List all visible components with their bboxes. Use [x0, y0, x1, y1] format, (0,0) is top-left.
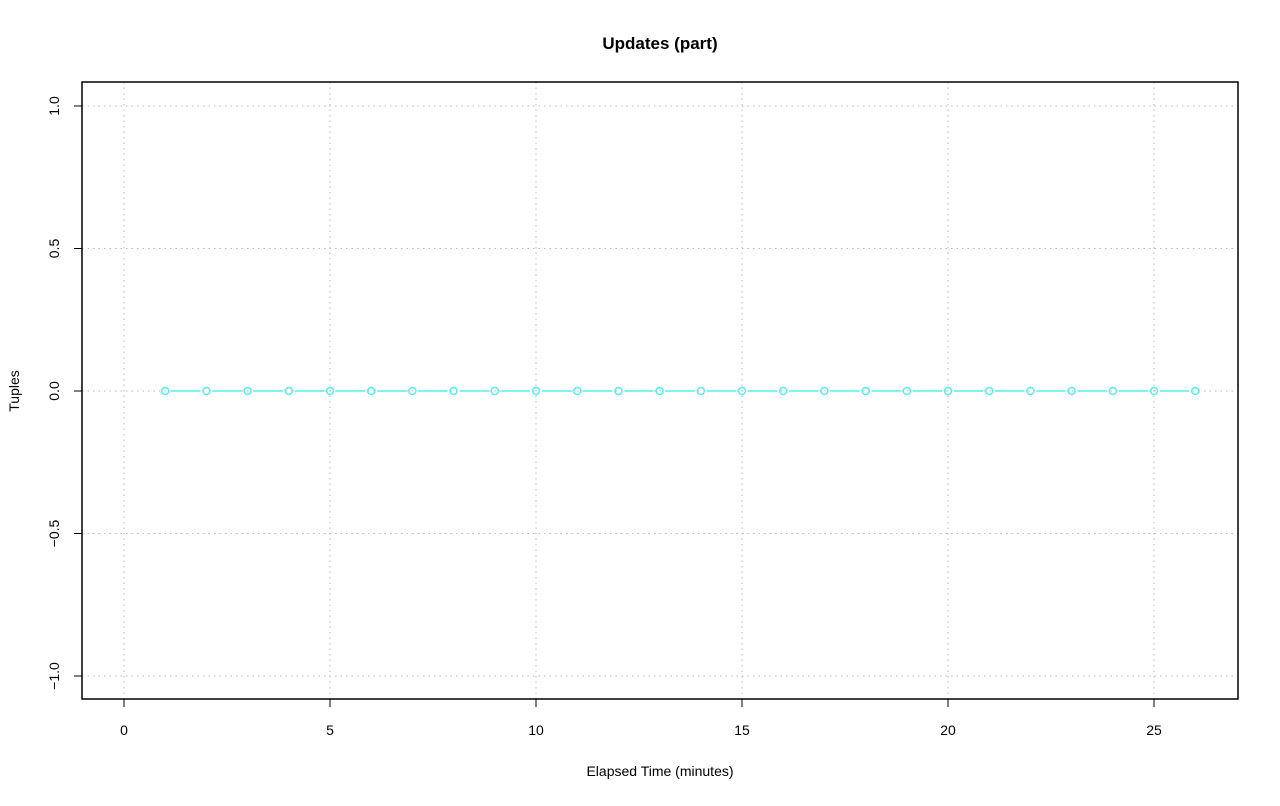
x-tick-label: 25	[1146, 722, 1162, 738]
data-point	[1190, 386, 1200, 396]
data-point	[243, 386, 252, 396]
y-tick-label: −0.5	[46, 519, 62, 547]
data-point	[1067, 386, 1076, 396]
data-point	[861, 386, 870, 396]
data-point	[737, 386, 747, 396]
y-tick-label: −1.0	[46, 662, 62, 690]
data-point	[449, 386, 458, 396]
x-tick-label: 15	[734, 722, 750, 738]
y-tick-label: 0.5	[46, 239, 62, 259]
data-point	[202, 386, 211, 396]
data-point	[778, 386, 788, 396]
data-point	[572, 386, 582, 396]
data-point	[902, 386, 912, 396]
series-layer	[160, 386, 1200, 396]
data-point	[284, 386, 294, 396]
data-point	[820, 386, 829, 396]
data-point	[325, 386, 335, 396]
data-point	[614, 386, 623, 396]
data-point	[655, 386, 664, 396]
data-point	[160, 386, 170, 396]
chart-title: Updates (part)	[602, 34, 717, 53]
data-point	[490, 386, 500, 396]
x-axis-label: Elapsed Time (minutes)	[586, 763, 733, 779]
y-axis-label: Tuples	[6, 370, 22, 412]
data-point	[696, 386, 706, 396]
y-axis: −1.0 −0.5 0.0 0.5 1.0	[46, 96, 82, 690]
data-point	[366, 386, 376, 396]
x-tick-label: 20	[940, 722, 956, 738]
data-point	[984, 386, 994, 396]
data-point	[943, 386, 953, 396]
x-tick-label: 0	[120, 722, 128, 738]
data-point	[1149, 386, 1159, 396]
x-tick-label: 10	[528, 722, 544, 738]
data-point	[531, 386, 541, 396]
x-tick-label: 5	[326, 722, 334, 738]
data-point	[408, 386, 417, 396]
y-tick-label: 0.0	[46, 381, 62, 401]
data-point	[1108, 386, 1118, 396]
x-axis: 0 5 10 15 20 25	[120, 699, 1162, 738]
data-point	[1026, 386, 1035, 396]
y-tick-label: 1.0	[46, 96, 62, 116]
